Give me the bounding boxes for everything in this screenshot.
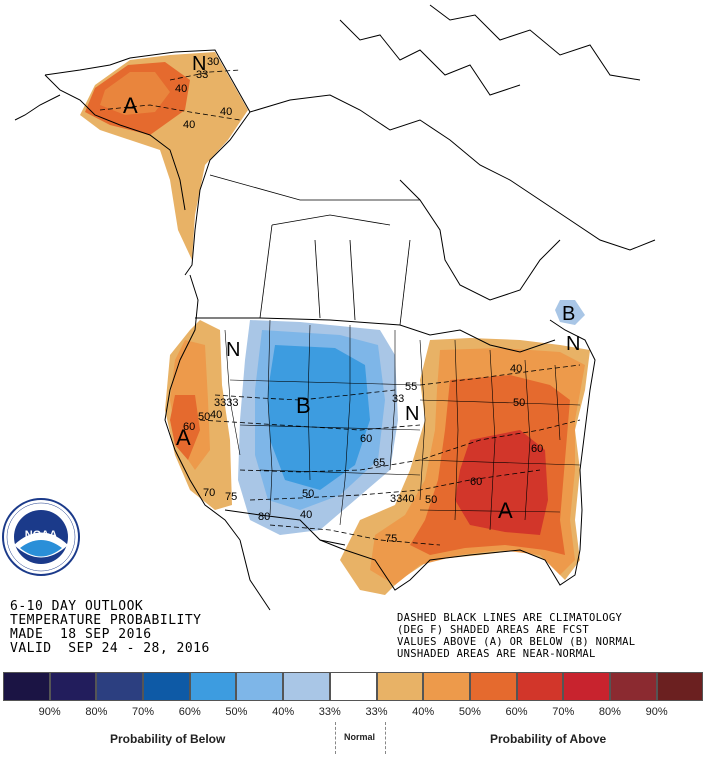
note-line-1: DASHED BLACK LINES ARE CLIMATOLOGY (397, 612, 623, 624)
legend-swatch (563, 672, 610, 701)
noaa-logo: NOAA (2, 498, 80, 576)
state-lines (224, 319, 581, 531)
contour-label: 40 (183, 119, 195, 131)
legend-swatch (516, 672, 564, 701)
west-above-label: A (176, 425, 191, 450)
outlook-map: N A N A B N A B N 40 40 40 33 30 3333 50… (2, 4, 656, 611)
contour-label: 50 (513, 397, 525, 409)
legend-percent: 50% (458, 706, 481, 718)
noaa-logo-text: NOAA (25, 529, 57, 541)
contour-label: 50 (198, 411, 210, 423)
northeast-below-label: B (562, 303, 575, 325)
contour-label: 33 (196, 69, 208, 81)
central-below-label: B (296, 393, 311, 418)
contour-label: 70 (203, 487, 215, 499)
legend-percent: 33% (318, 706, 341, 718)
contour-label: 50 (425, 494, 437, 506)
legend-swatch (283, 672, 330, 701)
contour-label: 55 (405, 381, 417, 393)
coastlines (14, 4, 656, 611)
legend-swatch (329, 672, 377, 701)
legend-swatch (3, 672, 50, 701)
legend-swatch (469, 672, 517, 701)
contour-label: 75 (385, 533, 397, 545)
contour-label: 40 (220, 106, 232, 118)
outlook-subtitle: TEMPERATURE PROBABILITY (10, 613, 202, 628)
contour-label: 60 (531, 443, 543, 455)
northeast-below-shading (555, 300, 585, 325)
map-notes: DASHED BLACK LINES ARE CLIMATOLOGY (DEG … (397, 612, 635, 660)
legend-percent: 70% (552, 706, 575, 718)
province-lines (209, 174, 420, 326)
southeast-above-label: A (498, 498, 513, 523)
contour-label: 40 (510, 363, 522, 375)
contour-label: 65 (373, 457, 385, 469)
above-legend-label: Probability of Above (490, 732, 607, 746)
note-line-3: VALUES ABOVE (A) OR BELOW (B) NORMAL (397, 636, 636, 648)
legend-percent: 40% (272, 706, 295, 718)
legend-swatch (236, 672, 284, 701)
legend-percent: 60% (178, 706, 201, 718)
legend-percent: 60% (505, 706, 528, 718)
legend-swatch (49, 672, 97, 701)
probability-legend: 90% 80% 70% 60% 50% 40% 33% 33% 40% 50% 60% 70% 80% 9… (0, 672, 719, 760)
contour-label: 60 (470, 476, 482, 488)
central-below-shading (238, 320, 398, 535)
note-line-4: UNSHADED AREAS ARE NEAR-NORMAL (397, 648, 596, 660)
legend-swatch (189, 672, 237, 701)
contour-label: 3340 (390, 493, 414, 505)
alaska-above-label: A (123, 93, 138, 118)
legend-percent-labels: 90% 80% 70% 60% 50% 40% 33% 33% 40% 50% 60% 70% 80% 9… (26, 706, 719, 718)
legend-swatch (656, 672, 704, 701)
climatology-contours (99, 69, 581, 546)
legend-divider-right (385, 722, 386, 754)
legend-swatch (96, 672, 144, 701)
plains-normal-label: N (405, 403, 419, 425)
legend-percent: 70% (132, 706, 155, 718)
legend-divider-left (335, 722, 336, 754)
contour-label: 30 (207, 56, 219, 68)
outlook-title: 6-10 DAY OUTLOOK (10, 599, 144, 614)
legend-percent: 80% (85, 706, 108, 718)
contour-label: 3333 (214, 397, 238, 409)
contour-label: 40 (175, 83, 187, 95)
alaska-shading (80, 52, 248, 260)
legend-percent: 90% (645, 706, 668, 718)
legend-percent: 80% (598, 706, 621, 718)
product-title-block: 6-10 DAY OUTLOOK TEMPERATURE PROBABILITY… (10, 600, 210, 656)
contour-label: 75 (225, 491, 237, 503)
normal-legend-label: Normal (344, 732, 376, 742)
northeast-normal-label: N (566, 333, 580, 355)
legend-swatches (3, 672, 704, 701)
note-line-2: (DEG F) SHADED AREAS ARE FCST (397, 624, 590, 636)
legend-percent (680, 706, 719, 718)
legend-percent: 33% (365, 706, 388, 718)
contour-label: 60 (360, 433, 372, 445)
contour-label: 80 (258, 511, 270, 523)
legend-swatch (609, 672, 657, 701)
contour-label: 40 (300, 509, 312, 521)
contour-label: 33 (392, 393, 404, 405)
made-date: MADE 18 SEP 2016 (10, 627, 152, 642)
west-normal-label: N (226, 339, 240, 361)
below-legend-label: Probability of Below (110, 732, 226, 746)
legend-swatch (423, 672, 470, 701)
legend-swatch (376, 672, 424, 701)
contour-label: 40 (210, 409, 222, 421)
alaska-normal-label: N (192, 53, 206, 75)
valid-dates: VALID SEP 24 - 28, 2016 (10, 641, 210, 656)
legend-percent: 40% (412, 706, 435, 718)
legend-percent: 50% (225, 706, 248, 718)
legend-percent: 90% (38, 706, 61, 718)
contour-label: 50 (302, 488, 314, 500)
contour-label: 60 (183, 421, 195, 433)
legend-swatch (143, 672, 190, 701)
